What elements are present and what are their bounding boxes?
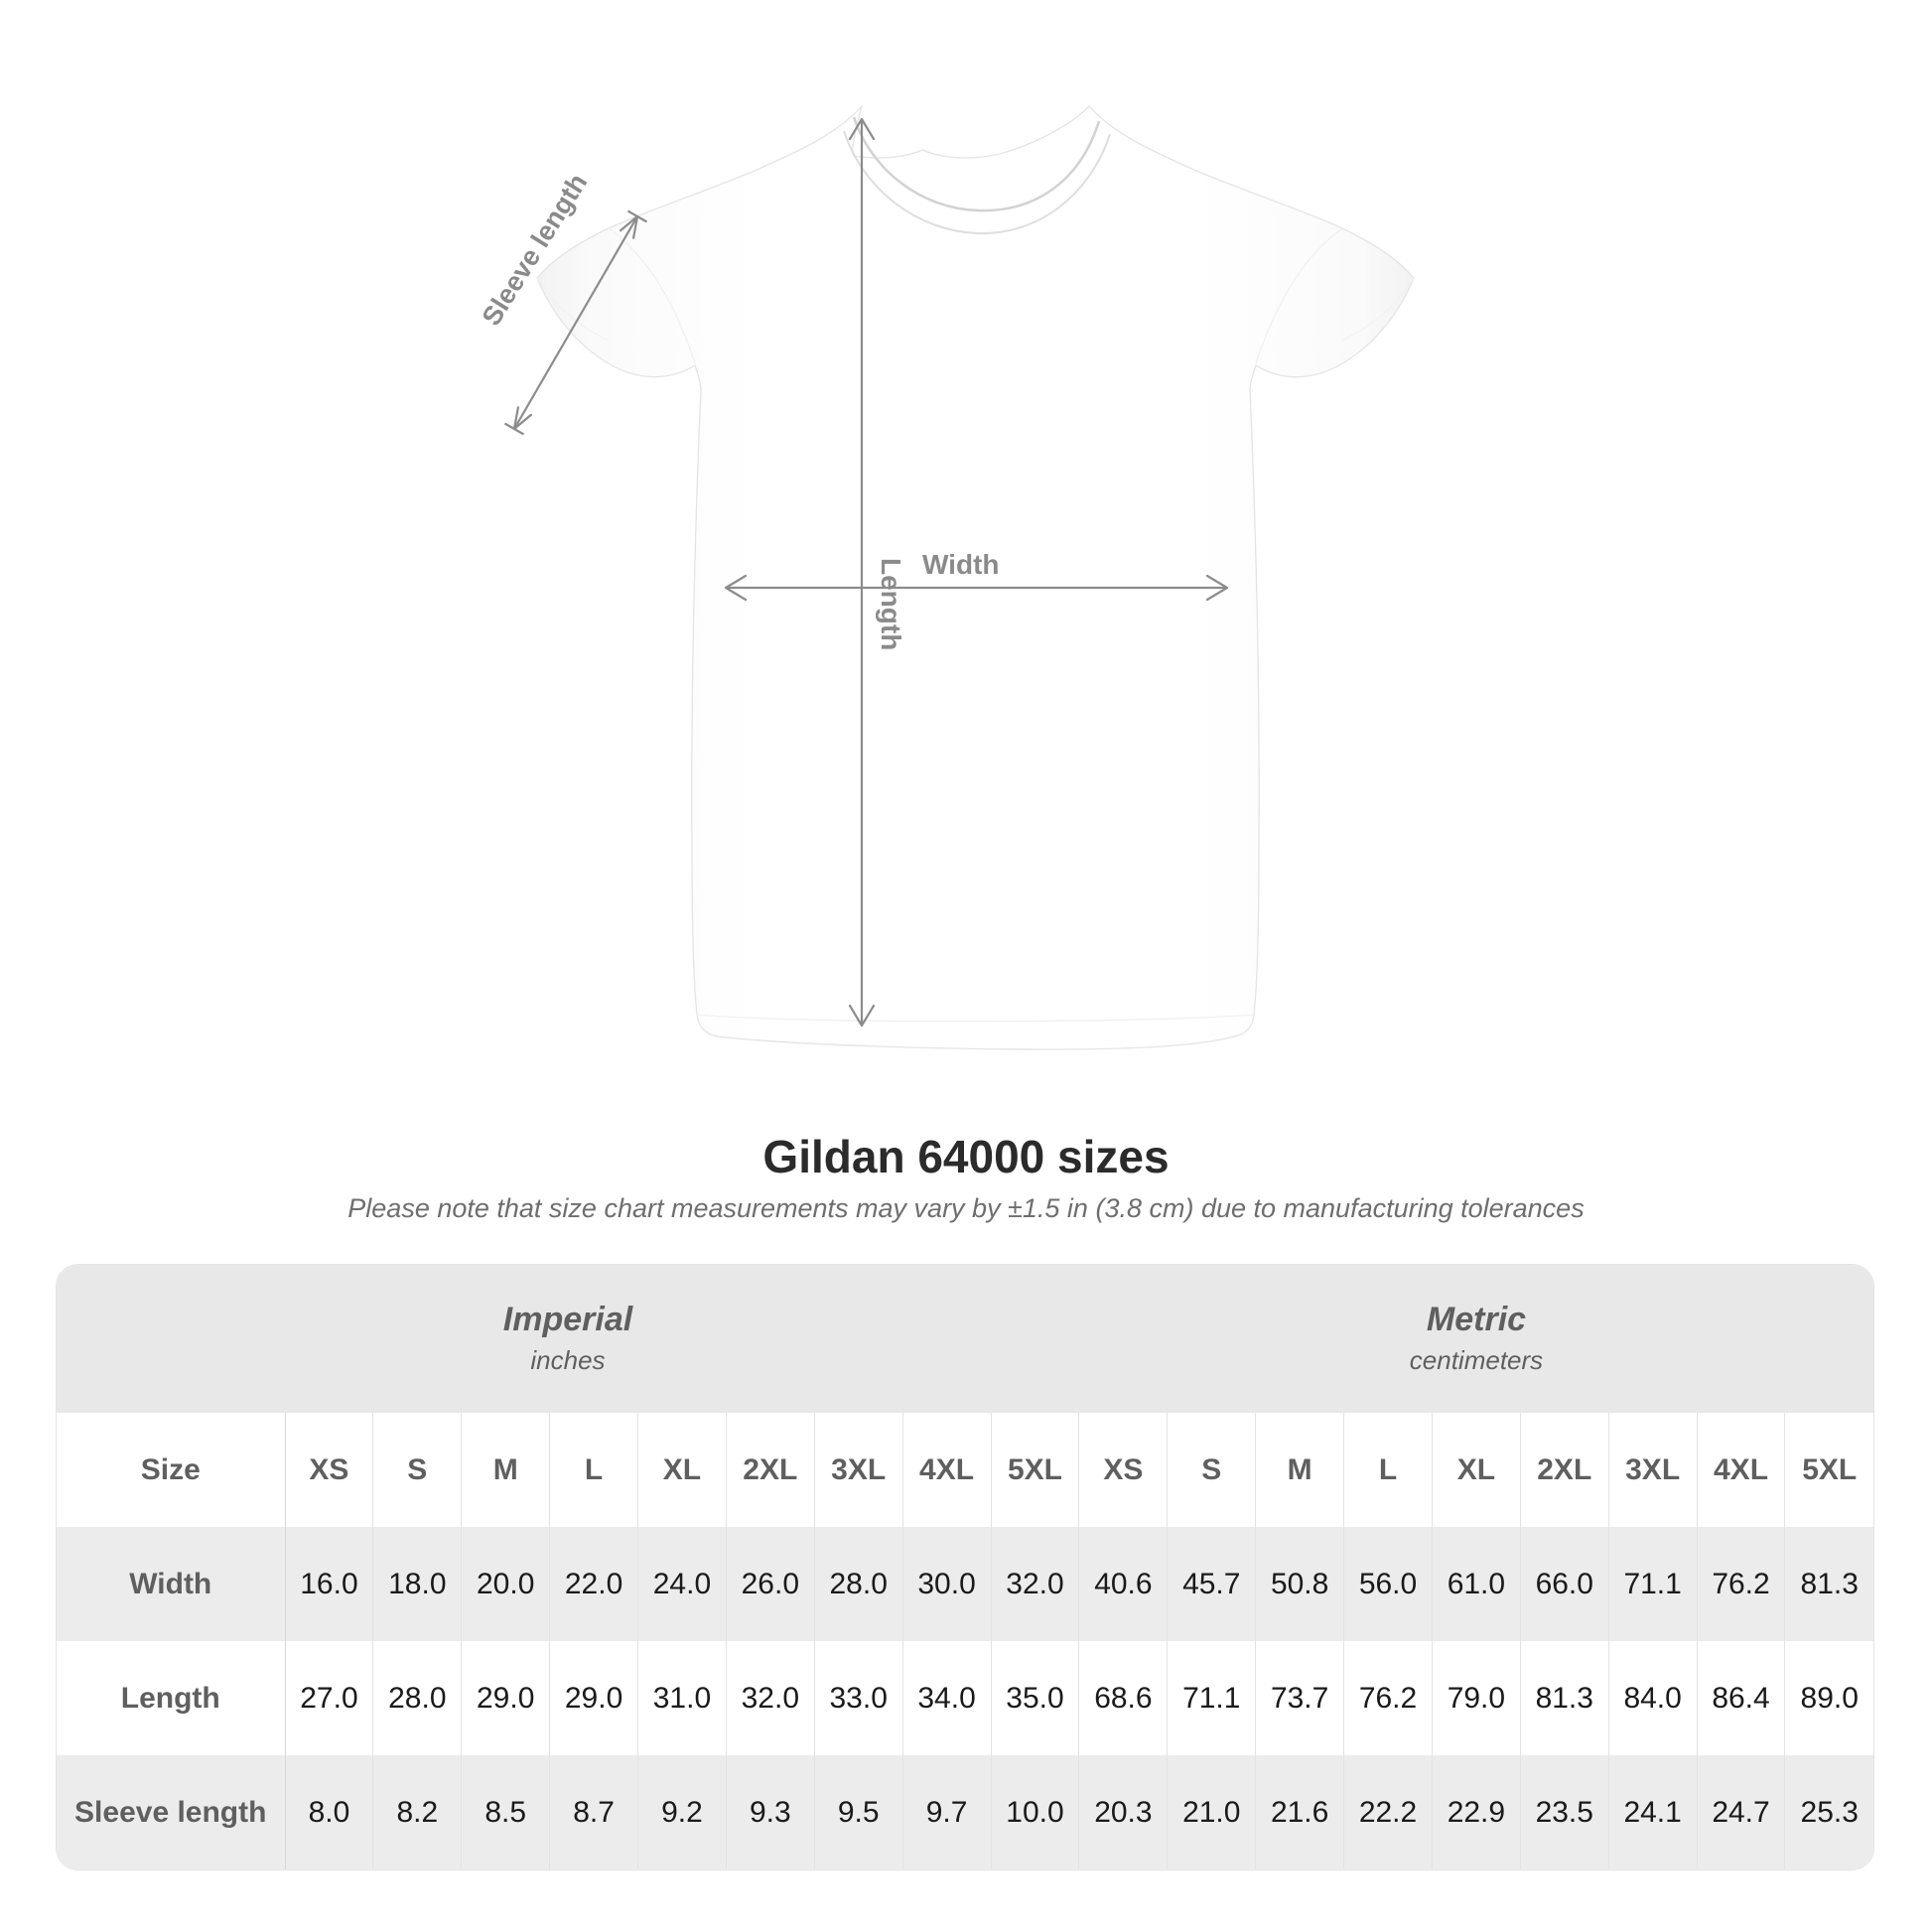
svg-text:Width: Width	[922, 549, 1000, 580]
svg-text:Length: Length	[876, 558, 906, 650]
